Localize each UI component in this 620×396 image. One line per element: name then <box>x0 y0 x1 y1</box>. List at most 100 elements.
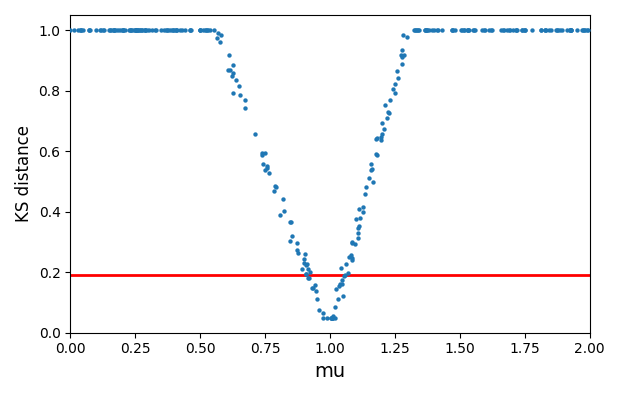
Point <box>264 170 273 176</box>
Point <box>131 27 141 33</box>
Point <box>125 27 135 33</box>
Point <box>366 167 376 173</box>
Point <box>402 34 412 40</box>
Point <box>372 151 382 158</box>
Point <box>231 77 241 83</box>
Point <box>215 39 224 45</box>
Point <box>480 27 490 33</box>
Point <box>486 27 496 33</box>
Point <box>424 27 434 33</box>
Point <box>299 260 309 266</box>
Point <box>337 276 347 283</box>
Point <box>378 131 388 137</box>
Point <box>151 27 161 33</box>
Point <box>330 286 340 293</box>
Point <box>311 287 321 294</box>
Point <box>496 27 506 33</box>
Point <box>195 27 205 33</box>
Point <box>437 27 447 33</box>
Point <box>468 27 478 33</box>
Point <box>328 314 338 321</box>
Point <box>350 240 360 247</box>
Point <box>84 27 94 33</box>
Point <box>262 165 272 171</box>
Point <box>358 209 368 215</box>
Point <box>172 27 182 33</box>
Point <box>463 27 472 33</box>
Point <box>337 281 347 287</box>
Point <box>308 285 318 291</box>
Point <box>95 27 105 33</box>
Point <box>393 75 403 81</box>
Point <box>484 27 494 33</box>
Point <box>156 27 166 33</box>
Point <box>566 27 576 33</box>
Point <box>147 27 157 33</box>
Point <box>334 295 343 302</box>
Point <box>397 53 407 60</box>
Point <box>112 27 122 33</box>
Point <box>502 27 512 33</box>
Point <box>126 27 136 33</box>
Point <box>565 27 575 33</box>
Point <box>433 27 443 33</box>
Point <box>340 272 350 278</box>
Point <box>397 61 407 68</box>
Point <box>307 285 317 291</box>
Point <box>135 27 145 33</box>
Point <box>519 27 529 33</box>
Point <box>124 27 134 33</box>
Point <box>116 27 126 33</box>
Point <box>579 27 589 33</box>
Point <box>487 27 497 33</box>
Point <box>582 27 592 33</box>
Point <box>422 27 432 33</box>
Point <box>536 27 546 33</box>
Point <box>135 27 144 33</box>
Point <box>457 27 467 33</box>
Point <box>108 27 118 33</box>
Point <box>396 51 406 58</box>
Point <box>353 230 363 237</box>
Point <box>272 184 281 190</box>
Point <box>285 238 295 245</box>
Point <box>297 266 307 272</box>
Point <box>262 163 272 169</box>
Point <box>304 275 314 282</box>
Point <box>159 27 169 33</box>
Point <box>228 62 238 68</box>
Point <box>107 27 117 33</box>
Point <box>150 27 160 33</box>
Point <box>305 269 315 276</box>
Point <box>301 270 311 277</box>
Point <box>301 270 311 277</box>
Point <box>552 27 562 33</box>
Point <box>397 47 407 53</box>
Point <box>165 27 175 33</box>
Point <box>140 27 150 33</box>
Point <box>366 161 376 168</box>
Point <box>512 27 521 33</box>
Point <box>414 27 423 33</box>
Point <box>312 296 322 302</box>
Point <box>376 134 386 140</box>
Point <box>399 52 409 58</box>
Point <box>381 101 391 108</box>
Point <box>177 27 187 33</box>
Point <box>448 27 458 33</box>
Point <box>512 27 521 33</box>
Point <box>201 27 211 33</box>
Point <box>511 27 521 33</box>
Point <box>553 27 563 33</box>
Point <box>216 32 226 38</box>
Point <box>398 32 408 38</box>
Point <box>504 27 514 33</box>
Point <box>541 27 551 33</box>
Point <box>133 27 143 33</box>
Point <box>338 293 348 299</box>
Point <box>137 27 147 33</box>
Point <box>110 27 120 33</box>
Point <box>260 167 270 173</box>
Point <box>292 247 302 253</box>
Point <box>142 27 152 33</box>
